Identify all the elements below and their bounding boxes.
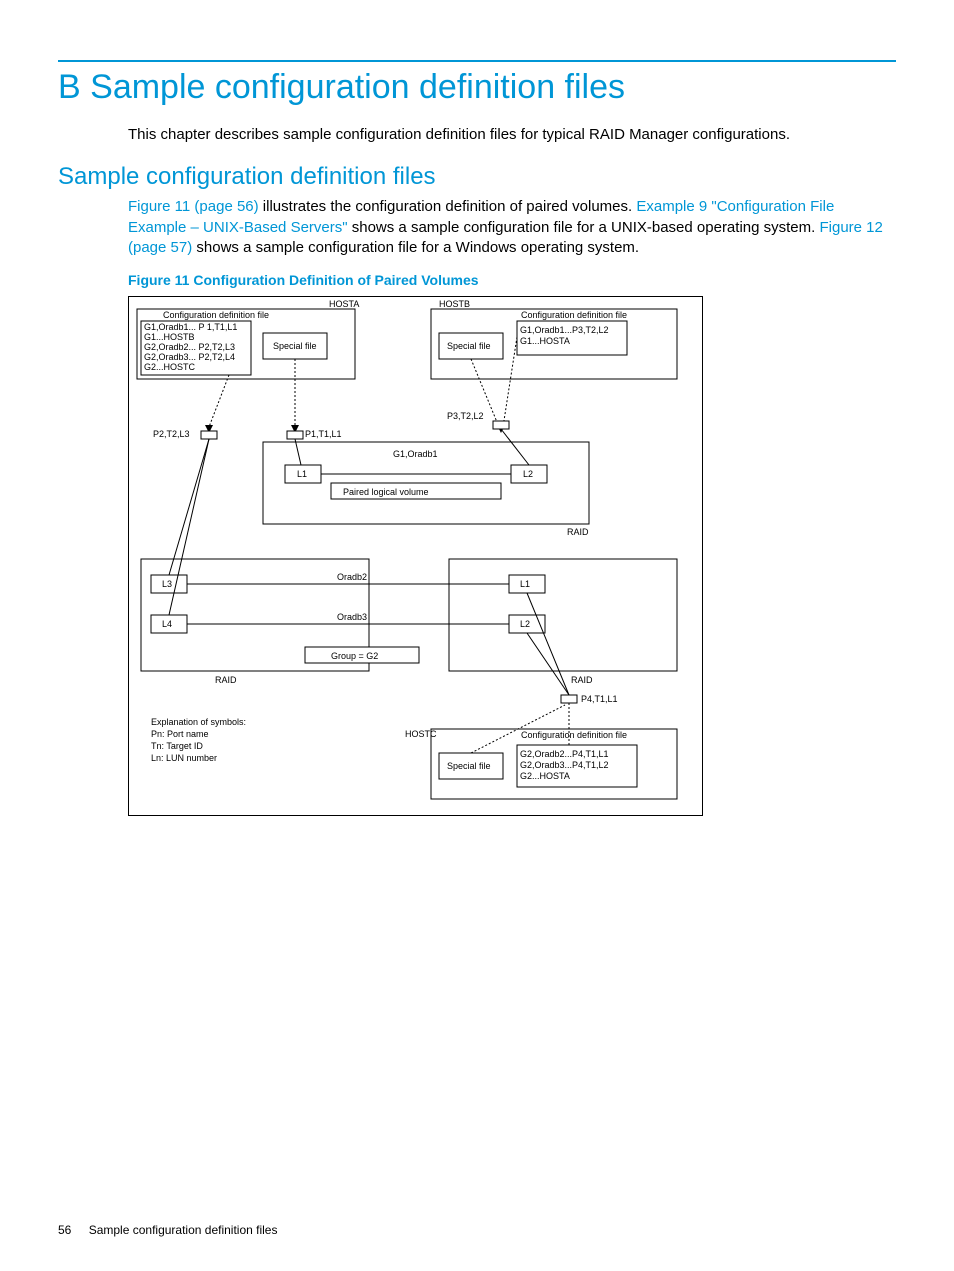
hosta-line-3: G2,Oradb3... P2,T2,L4 <box>144 352 235 362</box>
intro-paragraph: This chapter describes sample configurat… <box>128 125 896 145</box>
hosta-config-title: Configuration definition file <box>163 310 269 320</box>
port-p1: P1,T1,L1 <box>305 429 342 439</box>
para-text-1: illustrates the configuration definition… <box>259 198 637 215</box>
appendix-letter: B <box>58 68 81 106</box>
hostc-special: Special file <box>447 761 491 771</box>
hosta-label: HOSTA <box>329 299 359 309</box>
hostb-line-0: G1,Oradb1...P3,T2,L2 <box>520 325 609 335</box>
port-p2: P2,T2,L3 <box>153 429 190 439</box>
figure-caption: Figure 11 Configuration Definition of Pa… <box>128 272 896 288</box>
hosta-line-4: G2...HOSTC <box>144 362 196 372</box>
footer-text: Sample configuration definition files <box>89 1223 278 1237</box>
hostc-line-0: G2,Oradb2...P4,T1,L1 <box>520 749 609 759</box>
raid1-paired: Paired logical volume <box>343 487 429 497</box>
figure-diagram: .bx{fill:#fff;stroke:#000;stroke-width:1… <box>128 296 703 816</box>
appendix-title: Sample configuration definition files <box>90 68 625 106</box>
para-text-3: shows a sample configuration file for a … <box>192 239 639 256</box>
raid2-left-label: RAID <box>215 675 237 685</box>
hosta-special: Special file <box>273 341 317 351</box>
explanation-pn: Pn: Port name <box>151 729 209 739</box>
raid1-l2: L2 <box>523 469 533 479</box>
explanation-ln: Ln: LUN number <box>151 753 217 763</box>
explanation-title: Explanation of symbols: <box>151 717 246 727</box>
port-p4: P4,T1,L1 <box>581 694 618 704</box>
para-text-2: shows a sample configuration file for a … <box>348 219 820 236</box>
raid2-l4: L4 <box>162 619 172 629</box>
hostb-special: Special file <box>447 341 491 351</box>
raid1-l1: L1 <box>297 469 307 479</box>
hosta-line-0: G1,Oradb1... P 1,T1,L1 <box>144 322 237 332</box>
page-title: B Sample configuration definition files <box>58 68 896 107</box>
raid2-l2: L2 <box>520 619 530 629</box>
port-p3: P3,T2,L2 <box>447 411 484 421</box>
raid2-l1: L1 <box>520 579 530 589</box>
top-rule <box>58 60 896 62</box>
hostb-label: HOSTB <box>439 299 470 309</box>
raid2-right-label: RAID <box>571 675 593 685</box>
hosta-line-2: G2,Oradb2... P2,T2,L3 <box>144 342 235 352</box>
raid2-oradb2: Oradb2 <box>337 572 367 582</box>
hostc-label: HOSTC <box>405 729 437 739</box>
explanation-tn: Tn: Target ID <box>151 741 203 751</box>
hostb-line-1: G1...HOSTA <box>520 336 570 346</box>
raid1-g1: G1,Oradb1 <box>393 449 438 459</box>
raid2-l3: L3 <box>162 579 172 589</box>
hostc-config-title: Configuration definition file <box>521 730 627 740</box>
body-paragraph: Figure 11 (page 56) illustrates the conf… <box>128 197 896 258</box>
section-title: Sample configuration definition files <box>58 163 896 191</box>
hostc-line-1: G2,Oradb3...P4,T1,L2 <box>520 760 609 770</box>
link-figure-11[interactable]: Figure 11 (page 56) <box>128 198 259 215</box>
page-footer: 56 Sample configuration definition files <box>58 1223 277 1237</box>
hostb-config-title: Configuration definition file <box>521 310 627 320</box>
raid2-group: Group = G2 <box>331 651 378 661</box>
diagram-svg: .bx{fill:#fff;stroke:#000;stroke-width:1… <box>129 297 702 815</box>
raid2-oradb3: Oradb3 <box>337 612 367 622</box>
page-number: 56 <box>58 1223 71 1237</box>
hostc-line-2: G2...HOSTA <box>520 771 570 781</box>
hosta-line-1: G1...HOSTB <box>144 332 195 342</box>
raid1-label: RAID <box>567 527 589 537</box>
